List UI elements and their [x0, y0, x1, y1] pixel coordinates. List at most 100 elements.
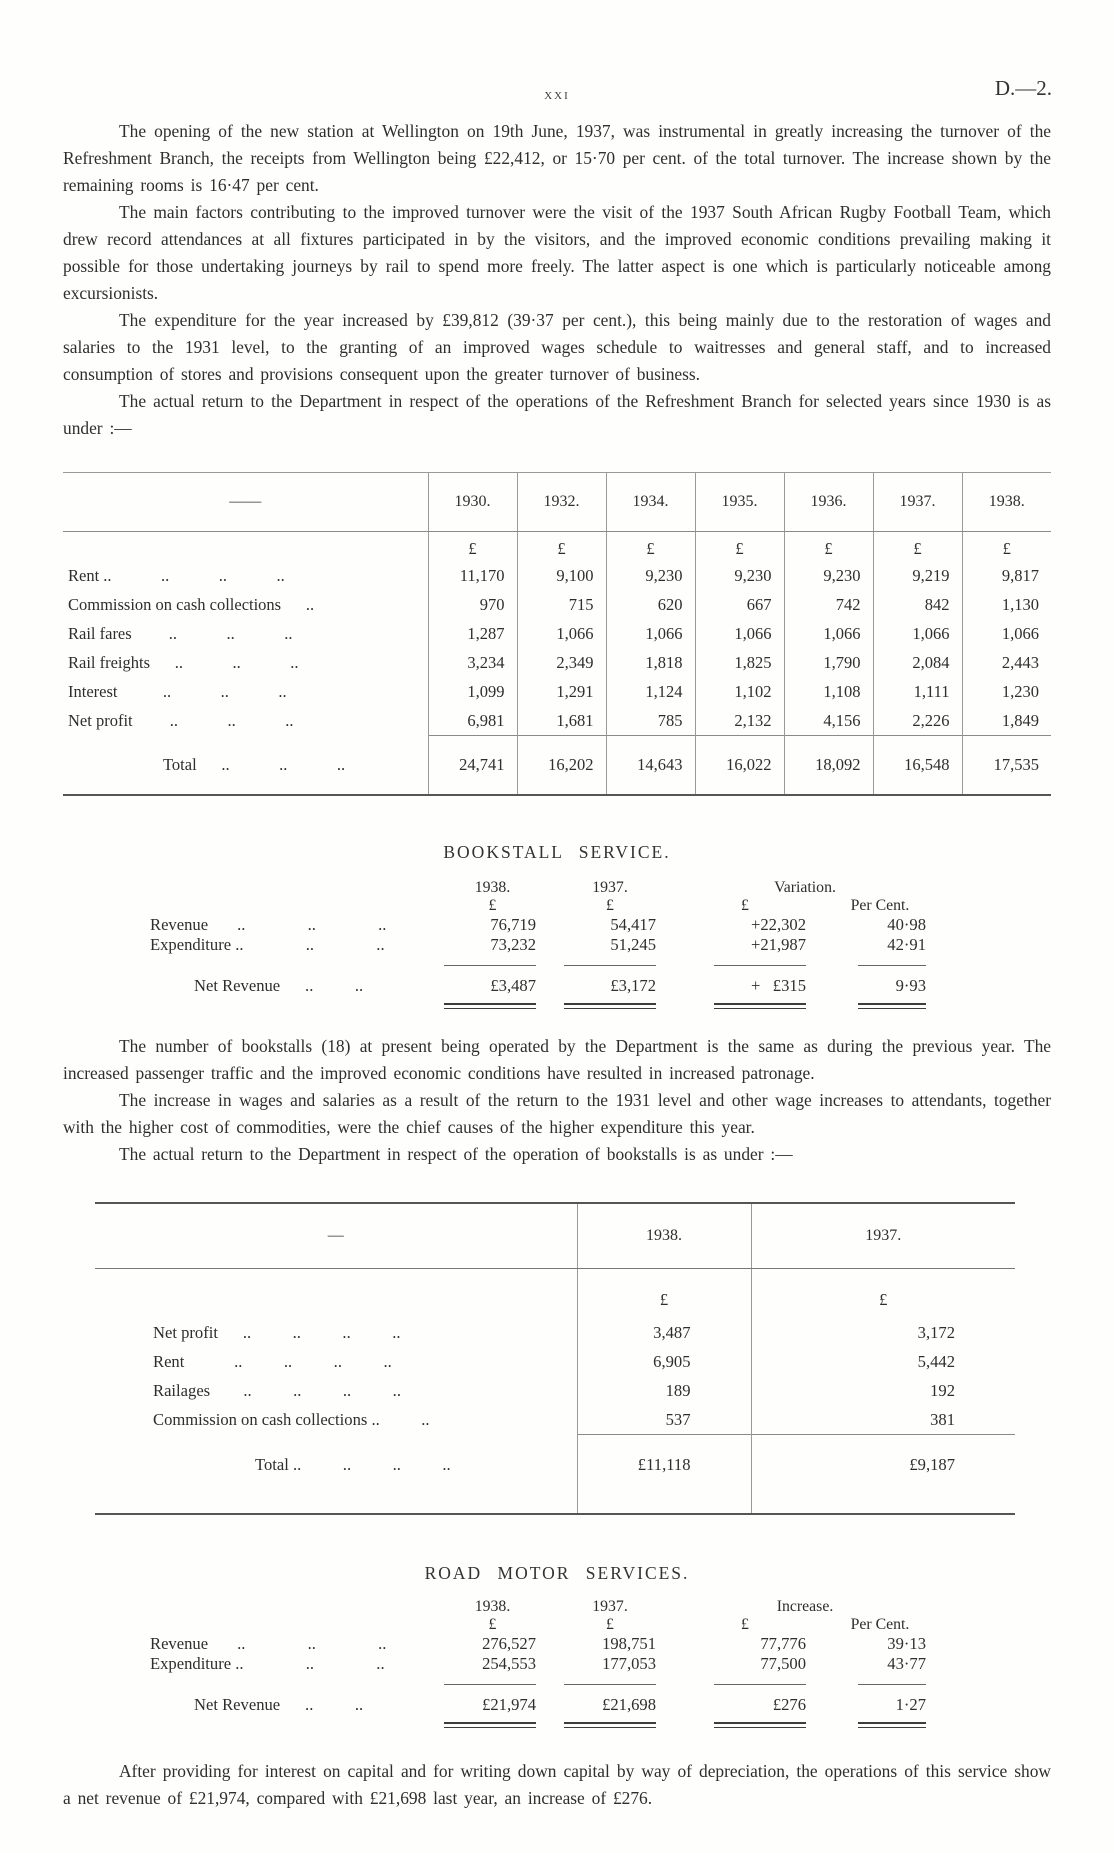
value-cell: 76,719 [490, 915, 536, 934]
table-row: Commission on cash collections .. .. 537… [95, 1405, 1015, 1435]
currency-cell: £ [427, 531, 517, 561]
year-header-cell: 1938. [576, 1203, 751, 1269]
bookstall-service-heading: BOOKSTALL SERVICE. [443, 842, 671, 862]
value-cell: 1,230 [961, 677, 1051, 706]
value-cell: 3,172 [750, 1318, 1015, 1347]
value-cell: 970 [427, 590, 517, 619]
value-cell: 192 [750, 1376, 1015, 1405]
double-rule [858, 1003, 926, 1009]
table-row: Interest .. .. .. 1,099 1,291 1,124 1,10… [63, 677, 1051, 706]
currency-header: £ [741, 1616, 749, 1633]
value-cell: 2,443 [961, 648, 1051, 677]
currency-cell: £ [576, 1268, 751, 1318]
bookstall-returns-table: — 1938. 1937. £ £ Net profit .. .. .. ..… [95, 1202, 1015, 1515]
total-value-cell: 16,202 [516, 735, 606, 795]
label-cell [95, 1269, 577, 1319]
net-revenue-row: Net Revenue .. .. £21,974 £21,698 £276 1… [150, 1695, 940, 1715]
value-cell: £21,698 [602, 1695, 656, 1714]
value-cell: £21,974 [482, 1695, 536, 1714]
body-text: The opening of the new station at Wellin… [63, 118, 1051, 442]
value-cell: 842 [872, 590, 962, 619]
value-cell: 1,790 [783, 648, 873, 677]
value-cell: 1,849 [961, 706, 1051, 736]
value-cell: 9,230 [783, 561, 873, 590]
column-header: 1937. [592, 879, 628, 896]
label-cell: Railages .. .. .. .. [153, 1380, 401, 1400]
paragraph-actual-return-bookstalls: The actual return to the Department in r… [119, 1144, 793, 1164]
value-cell: 2,084 [872, 648, 962, 677]
value-cell: £276 [772, 1695, 806, 1714]
currency-header: £ [488, 897, 497, 914]
row-label: Net Revenue .. .. [194, 1695, 364, 1714]
percent-header: Per Cent. [850, 1616, 910, 1633]
paragraph-actual-return-refreshment: The actual return to the Department in r… [63, 391, 1051, 438]
value-cell: 54,417 [610, 915, 656, 934]
sum-rule [564, 1684, 656, 1685]
value-cell: +22,302 [751, 915, 806, 934]
body-text: The number of bookstalls (18) at present… [63, 1033, 1051, 1168]
value-cell: 39·13 [887, 1634, 926, 1653]
currency-row: £ £ £ £ £ £ £ [63, 531, 1051, 562]
value-cell: 73,232 [490, 935, 536, 954]
value-cell: £3,487 [490, 976, 536, 995]
value-cell: 1,066 [872, 619, 962, 648]
total-value-cell: 17,535 [961, 735, 1051, 795]
value-cell: 1,111 [872, 677, 962, 706]
value-cell: 9,230 [694, 561, 784, 590]
value-cell: 2,132 [694, 706, 784, 736]
value-cell: 189 [576, 1376, 751, 1405]
value-cell: 9,230 [605, 561, 695, 590]
label-cell: Commission on cash collections .. .. [153, 1409, 430, 1429]
value-cell: 3,487 [576, 1318, 751, 1347]
label-cell: Rail freights .. .. .. [68, 652, 299, 672]
currency-cell: £ [605, 531, 695, 561]
value-cell: 1,066 [961, 619, 1051, 648]
label-cell [63, 532, 428, 562]
value-cell: 1,108 [783, 677, 873, 706]
value-cell: 5,442 [750, 1347, 1015, 1376]
currency-cell: £ [872, 531, 962, 561]
value-cell: 6,905 [576, 1347, 751, 1376]
table-header-row: — 1938. 1937. [95, 1203, 1015, 1269]
paragraph-closing: After providing for interest on capital … [63, 1761, 1051, 1808]
value-cell: 43·77 [887, 1654, 926, 1673]
currency-row: £ £ [95, 1268, 1015, 1319]
column-header: 1937. [592, 1598, 628, 1615]
summary-header-row: 1938. 1937. Increase. [150, 1598, 940, 1616]
currency-cell: £ [750, 1268, 1015, 1318]
table-row: Net profit .. .. .. .. 3,487 3,172 [95, 1318, 1015, 1347]
spacer [576, 1495, 751, 1514]
label-cell: Rail fares .. .. .. [68, 623, 293, 643]
value-cell: 42·91 [887, 935, 926, 954]
table-row: Rent .. .. .. .. 6,905 5,442 [95, 1347, 1015, 1376]
double-rule-row [150, 1719, 940, 1728]
double-rule [564, 1722, 656, 1728]
value-cell: 785 [605, 706, 695, 736]
double-rule-row [150, 1000, 940, 1009]
value-cell: 9,100 [516, 561, 606, 590]
column-header-span: Increase. [776, 1598, 834, 1615]
value-cell: 1,066 [783, 619, 873, 648]
padding-row [95, 1495, 1015, 1514]
sum-rule-row [150, 1680, 940, 1685]
sum-rule [444, 965, 536, 966]
year-header-cell: 1937. [750, 1203, 1015, 1269]
summary-header-row: 1938. 1937. Variation. [150, 879, 940, 897]
value-cell: 1·27 [895, 1695, 926, 1714]
paragraph-opening: The opening of the new station at Wellin… [63, 121, 1051, 195]
summary-row: Revenue .. .. .. 276,527 198,751 77,776 … [150, 1634, 940, 1654]
spacer [95, 1495, 577, 1514]
value-cell: 11,170 [427, 561, 517, 590]
value-cell: £3,172 [610, 976, 656, 995]
value-cell: 1,287 [427, 619, 517, 648]
year-header-cell: 1936. [783, 472, 873, 532]
value-cell: 1,066 [516, 619, 606, 648]
currency-header: £ [488, 1616, 497, 1633]
column-header: 1938. [474, 1598, 511, 1615]
value-cell: 537 [576, 1405, 751, 1435]
sum-rule-row [150, 961, 940, 966]
double-rule [444, 1722, 536, 1728]
column-header-span: Variation. [774, 879, 836, 896]
value-cell: 381 [750, 1405, 1015, 1435]
road-motor-services-heading: ROAD MOTOR SERVICES. [424, 1563, 690, 1583]
